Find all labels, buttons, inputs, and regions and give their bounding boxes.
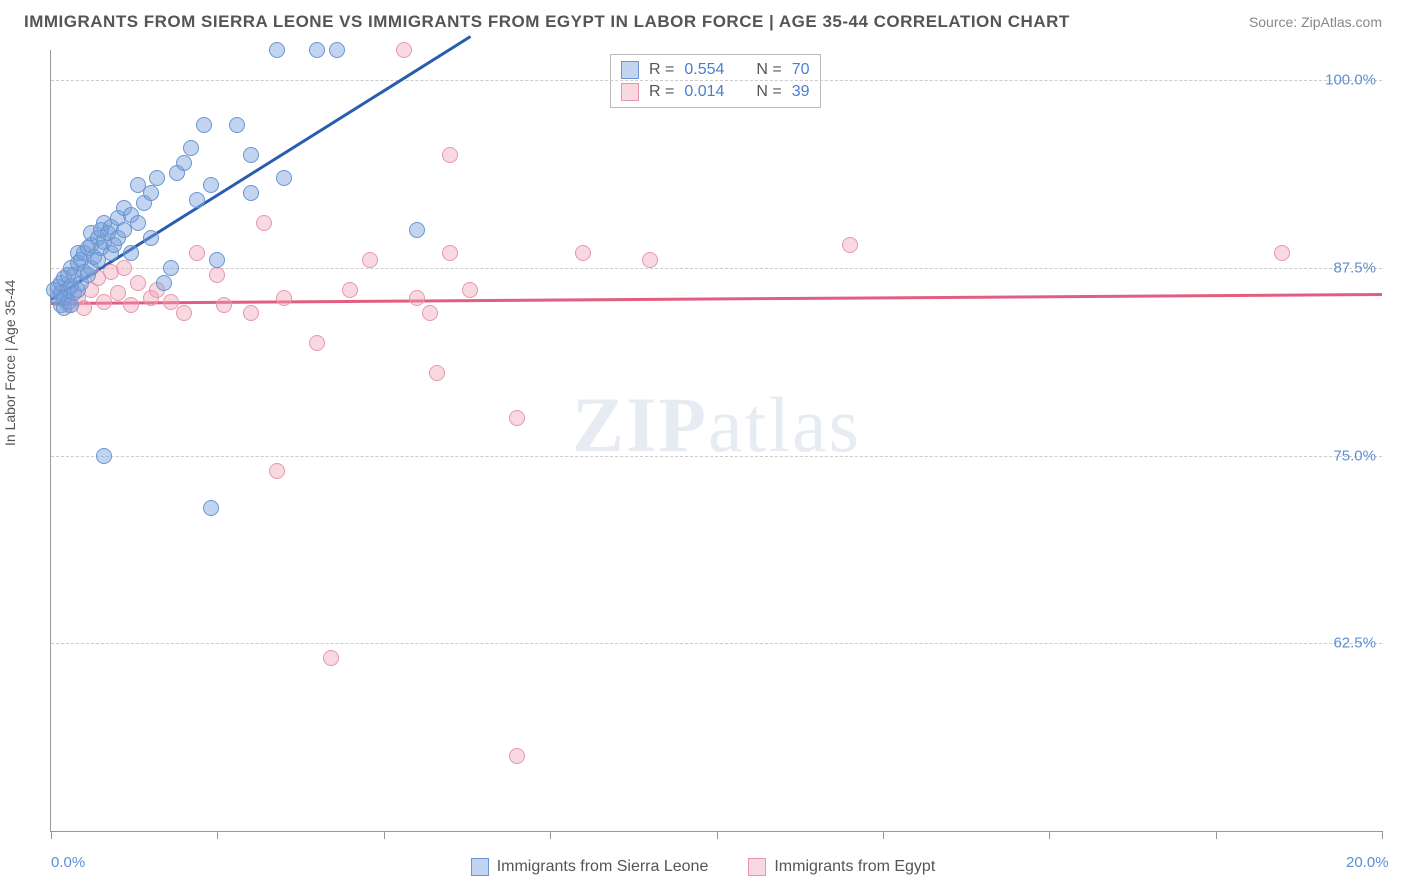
data-point	[96, 448, 112, 464]
gridline	[51, 268, 1382, 269]
swatch-blue-icon	[471, 858, 489, 876]
data-point	[209, 267, 225, 283]
data-point	[269, 42, 285, 58]
x-tick	[1216, 831, 1217, 839]
scatter-chart: ZIPatlas R = 0.554 N = 70 R = 0.014 N = …	[50, 50, 1382, 832]
data-point	[176, 305, 192, 321]
data-point	[130, 275, 146, 291]
gridline	[51, 643, 1382, 644]
data-point	[209, 252, 225, 268]
x-tick	[717, 831, 718, 839]
chart-title: IMMIGRANTS FROM SIERRA LEONE VS IMMIGRAN…	[24, 12, 1070, 32]
x-tick	[51, 831, 52, 839]
data-point	[256, 215, 272, 231]
data-point	[203, 177, 219, 193]
data-point	[409, 222, 425, 238]
data-point	[130, 215, 146, 231]
data-point	[269, 463, 285, 479]
r-label: R =	[649, 83, 674, 101]
data-point	[509, 748, 525, 764]
data-point	[276, 290, 292, 306]
data-point	[203, 500, 219, 516]
data-point	[229, 117, 245, 133]
data-point	[143, 185, 159, 201]
r-label: R =	[649, 61, 674, 79]
data-point	[309, 335, 325, 351]
r-value-pink: 0.014	[684, 83, 724, 101]
data-point	[243, 305, 259, 321]
data-point	[462, 282, 478, 298]
x-tick	[1382, 831, 1383, 839]
data-point	[143, 230, 159, 246]
y-tick-label: 75.0%	[1333, 447, 1376, 464]
data-point	[116, 260, 132, 276]
data-point	[429, 365, 445, 381]
data-point	[842, 237, 858, 253]
data-point	[163, 260, 179, 276]
data-point	[1274, 245, 1290, 261]
n-label: N =	[756, 61, 781, 79]
legend-label-pink: Immigrants from Egypt	[774, 858, 935, 876]
data-point	[409, 290, 425, 306]
trend-line	[50, 35, 471, 300]
data-point	[342, 282, 358, 298]
data-point	[123, 245, 139, 261]
y-axis-label: In Labor Force | Age 35-44	[2, 280, 18, 446]
data-point	[110, 285, 126, 301]
trend-line	[51, 293, 1382, 305]
x-tick	[384, 831, 385, 839]
bottom-legend: Immigrants from Sierra Leone Immigrants …	[0, 858, 1406, 876]
swatch-pink-icon	[748, 858, 766, 876]
gridline	[51, 80, 1382, 81]
data-point	[123, 297, 139, 313]
data-point	[149, 170, 165, 186]
n-value-pink: 39	[792, 83, 810, 101]
data-point	[642, 252, 658, 268]
data-point	[422, 305, 438, 321]
r-value-blue: 0.554	[684, 61, 724, 79]
source-attribution: Source: ZipAtlas.com	[1249, 14, 1382, 30]
data-point	[176, 155, 192, 171]
y-tick-label: 62.5%	[1333, 635, 1376, 652]
data-point	[323, 650, 339, 666]
data-point	[156, 275, 172, 291]
legend-item-blue: Immigrants from Sierra Leone	[471, 858, 709, 876]
data-point	[189, 192, 205, 208]
data-point	[189, 245, 205, 261]
data-point	[216, 297, 232, 313]
y-tick-label: 87.5%	[1333, 259, 1376, 276]
x-tick	[550, 831, 551, 839]
x-tick	[883, 831, 884, 839]
data-point	[183, 140, 199, 156]
x-tick	[1049, 831, 1050, 839]
n-value-blue: 70	[792, 61, 810, 79]
data-point	[442, 245, 458, 261]
data-point	[196, 117, 212, 133]
data-point	[276, 170, 292, 186]
y-tick-label: 100.0%	[1325, 72, 1376, 89]
data-point	[243, 185, 259, 201]
data-point	[396, 42, 412, 58]
data-point	[243, 147, 259, 163]
gridline	[51, 456, 1382, 457]
data-point	[362, 252, 378, 268]
n-label: N =	[756, 83, 781, 101]
data-point	[442, 147, 458, 163]
swatch-pink-icon	[621, 83, 639, 101]
data-point	[309, 42, 325, 58]
x-tick	[217, 831, 218, 839]
data-point	[575, 245, 591, 261]
stats-row-pink: R = 0.014 N = 39	[621, 81, 810, 103]
swatch-blue-icon	[621, 61, 639, 79]
legend-label-blue: Immigrants from Sierra Leone	[497, 858, 709, 876]
data-point	[329, 42, 345, 58]
stats-row-blue: R = 0.554 N = 70	[621, 59, 810, 81]
legend-item-pink: Immigrants from Egypt	[748, 858, 935, 876]
data-point	[509, 410, 525, 426]
